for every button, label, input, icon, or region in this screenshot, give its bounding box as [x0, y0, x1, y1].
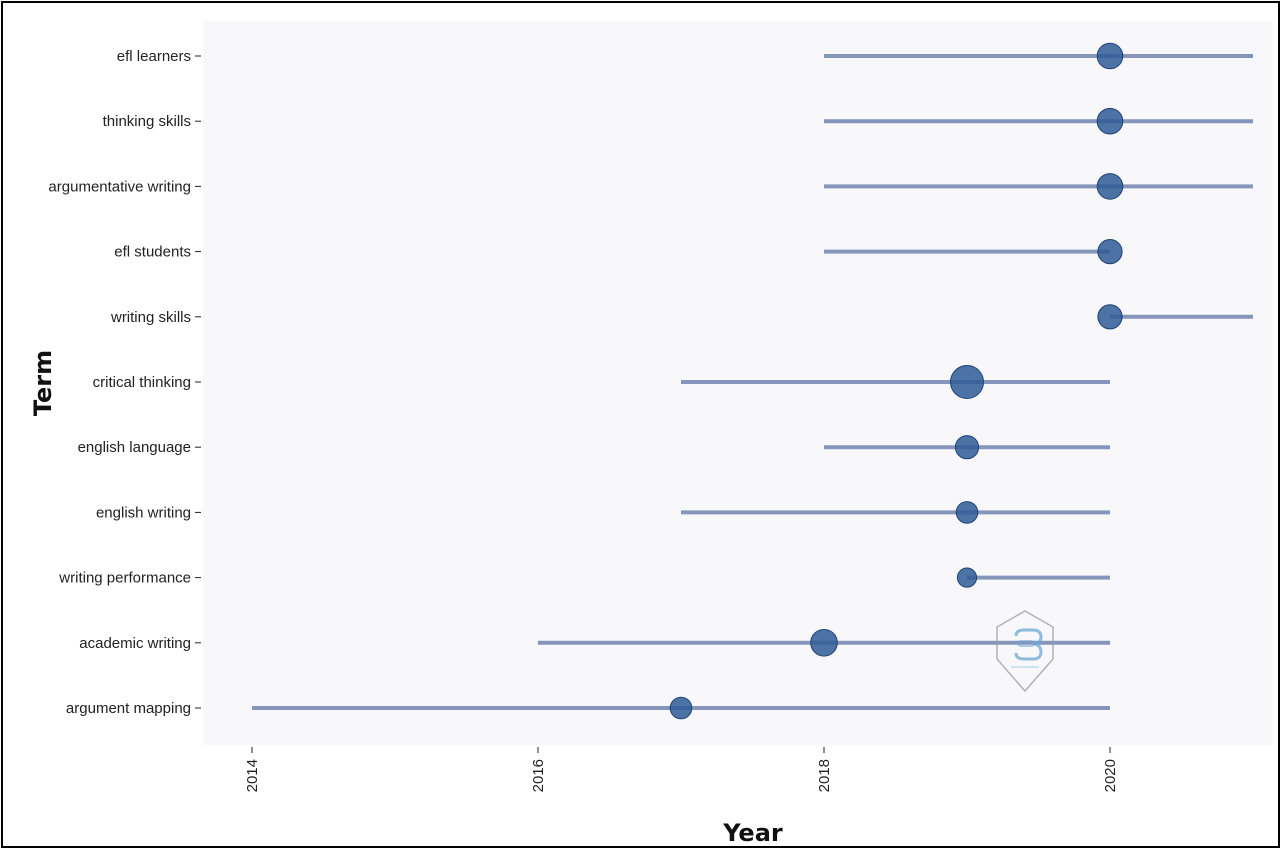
y-tick-label: efl students	[114, 244, 191, 261]
y-tick-label: thinking skills	[103, 113, 191, 130]
y-tick-labels: efl learners thinking skills argumentative…	[48, 48, 201, 717]
term-point	[1096, 173, 1124, 200]
y-tick-label: argument mapping	[66, 700, 191, 717]
x-tick-label: 2016	[530, 759, 547, 792]
term-point	[1096, 42, 1124, 70]
term-point	[1096, 107, 1124, 135]
x-tick-label: 2018	[816, 759, 833, 792]
hexagon-logo-icon	[996, 610, 1054, 693]
y-tick-label: critical thinking	[93, 374, 191, 391]
term-point	[1097, 239, 1123, 265]
term-point	[955, 501, 979, 524]
y-tick-label: english writing	[96, 504, 191, 521]
x-axis-title: Year	[722, 819, 783, 847]
x-tick-label: 2014	[244, 759, 261, 792]
term-point	[1097, 304, 1123, 330]
x-tick-labels: 2014 2016 2018 2020	[244, 747, 1119, 792]
trend-topics-chart: efl learners thinking skills argumentative…	[29, 21, 1273, 847]
term-point	[950, 365, 984, 399]
y-axis-title: Term	[29, 350, 57, 416]
x-tick-label: 2020	[1102, 759, 1119, 792]
y-tick-label: argumentative writing	[48, 178, 191, 195]
term-point	[810, 629, 838, 657]
y-tick-label: academic writing	[79, 635, 191, 652]
y-tick-label: writing skills	[110, 309, 191, 326]
term-point	[669, 696, 693, 720]
y-tick-label: efl learners	[117, 48, 191, 65]
y-tick-label: writing performance	[58, 570, 191, 587]
term-point	[956, 567, 978, 588]
term-points	[669, 42, 1124, 720]
term-point	[954, 435, 980, 460]
y-tick-label: english language	[78, 439, 191, 456]
